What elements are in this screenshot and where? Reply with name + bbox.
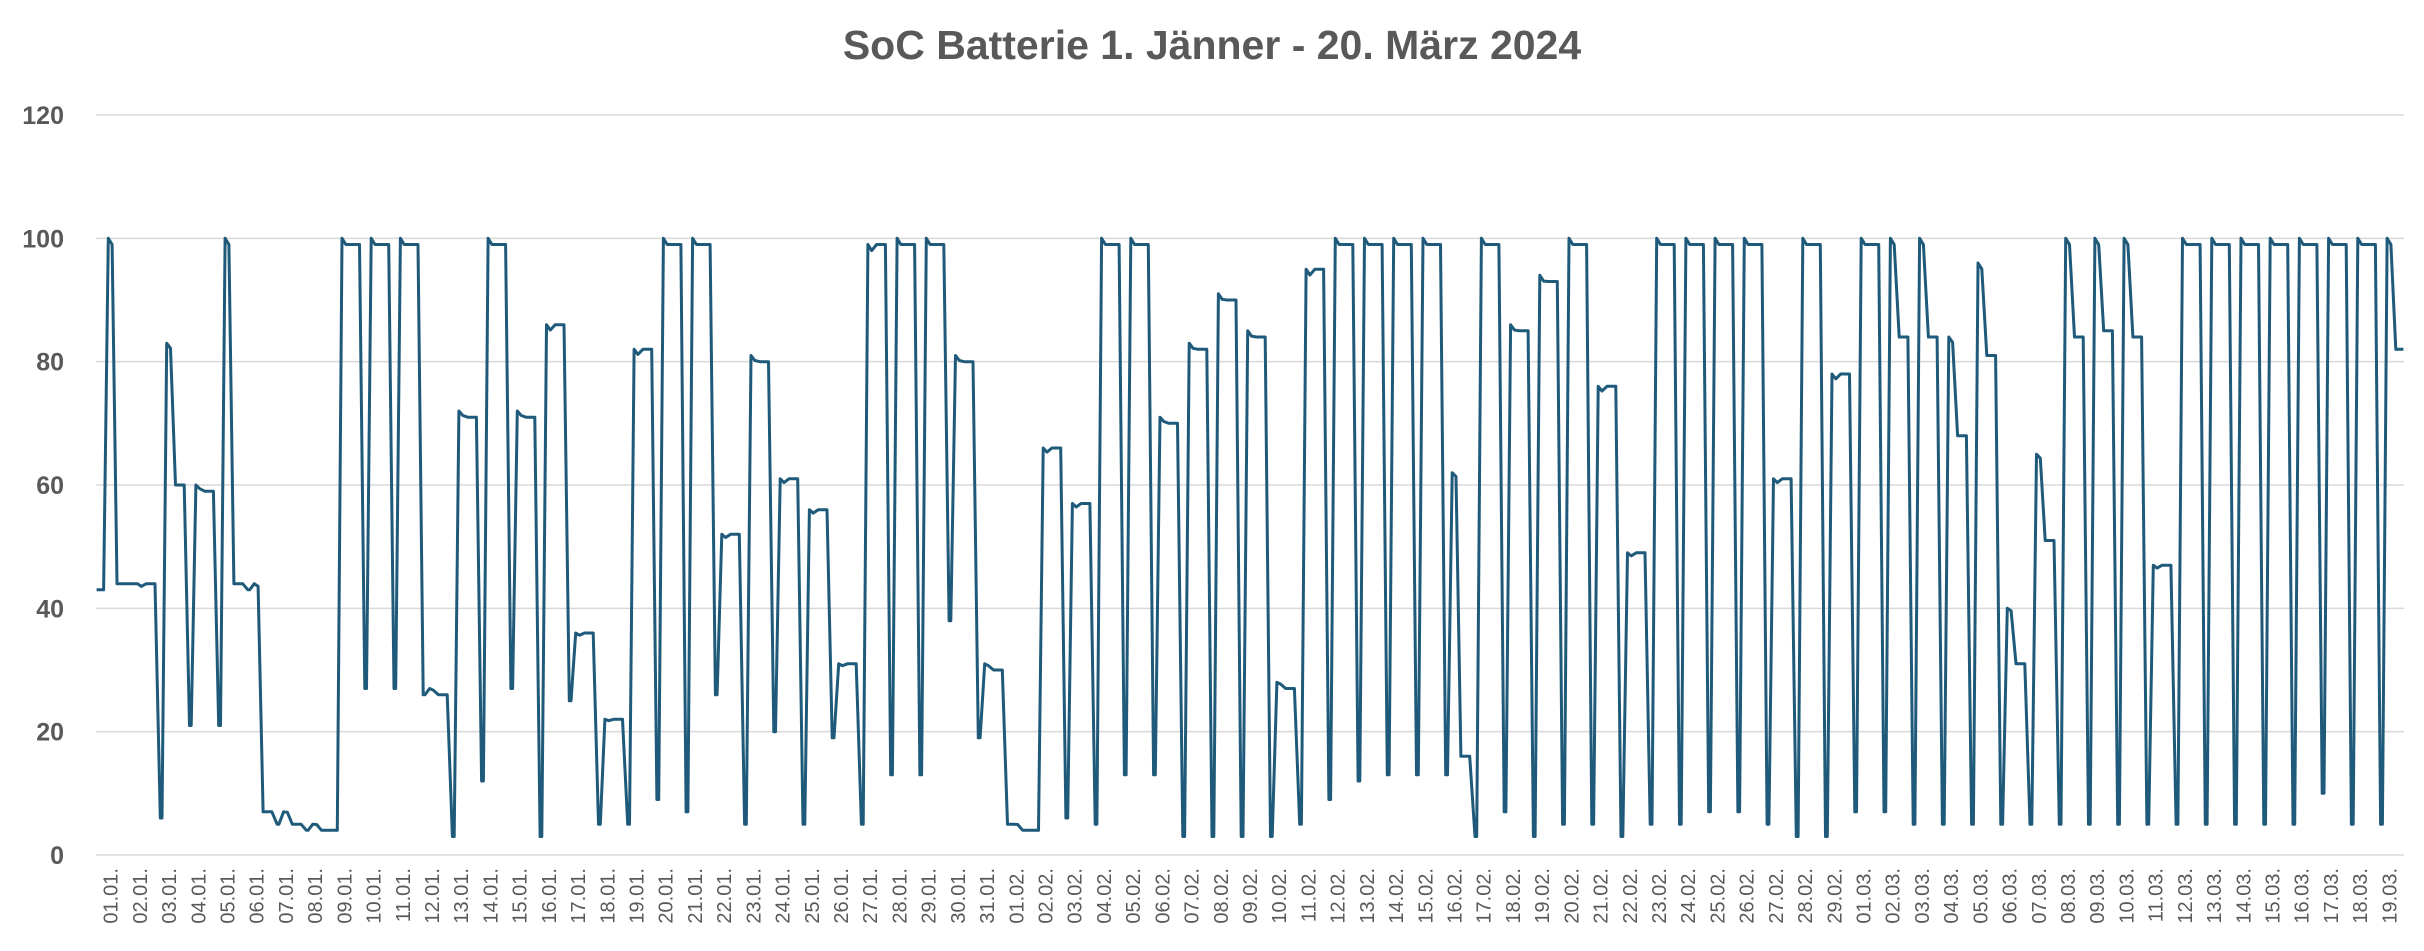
- x-tick-label: 14.01.: [480, 868, 502, 924]
- x-tick-label: 06.02.: [1152, 868, 1174, 924]
- x-tick-label: 04.03.: [1941, 868, 1963, 924]
- x-tick-label: 27.02.: [1766, 868, 1788, 924]
- x-tick-label: 08.01.: [305, 868, 327, 924]
- x-tick-label: 09.01.: [334, 868, 356, 924]
- x-tick-label: 01.01.: [101, 868, 123, 924]
- y-tick-label: 100: [22, 225, 64, 253]
- x-tick-label: 14.02.: [1386, 868, 1408, 924]
- y-tick-label: 0: [50, 842, 64, 870]
- x-tick-label: 27.01.: [860, 868, 882, 924]
- x-tick-label: 03.03.: [1912, 868, 1934, 924]
- x-tick-label: 11.01.: [393, 868, 415, 922]
- x-tick-label: 01.02.: [1006, 868, 1028, 924]
- x-tick-label: 04.02.: [1094, 868, 1116, 924]
- x-tick-label: 25.01.: [802, 868, 824, 924]
- x-tick-label: 10.02.: [1269, 868, 1291, 924]
- x-tick-label: 22.02.: [1620, 868, 1642, 924]
- x-axis-ticks: 01.01. 02.01. 03.01. 04.01. 05.01. 06.01. 07.0…: [101, 868, 2402, 924]
- x-tick-label: 05.01.: [217, 868, 239, 924]
- x-tick-label: 03.01.: [159, 868, 181, 924]
- x-tick-label: 08.03.: [2058, 868, 2080, 924]
- x-tick-label: 15.01.: [510, 868, 532, 924]
- x-tick-label: 05.02.: [1123, 868, 1145, 924]
- x-tick-label: 15.02.: [1415, 868, 1437, 924]
- y-tick-label: 60: [36, 472, 64, 500]
- x-tick-label: 26.02.: [1737, 868, 1759, 924]
- x-tick-label: 17.03.: [2321, 868, 2343, 924]
- x-tick-label: 04.01.: [188, 868, 210, 924]
- x-tick-label: 29.02.: [1824, 868, 1846, 924]
- x-tick-label: 28.01.: [889, 868, 911, 924]
- x-tick-label: 07.01.: [276, 868, 298, 924]
- x-tick-label: 22.01.: [714, 868, 736, 924]
- x-tick-label: 06.01.: [247, 868, 269, 924]
- x-tick-label: 09.02.: [1240, 868, 1262, 924]
- x-tick-label: 18.02.: [1503, 868, 1525, 924]
- x-tick-label: 28.02.: [1795, 868, 1817, 924]
- x-tick-label: 19.01.: [626, 868, 648, 924]
- x-tick-label: 03.02.: [1065, 868, 1087, 924]
- x-tick-label: 10.03.: [2116, 868, 2138, 924]
- x-tick-label: 10.01.: [364, 868, 386, 924]
- x-tick-label: 14.03.: [2233, 868, 2255, 924]
- x-tick-label: 20.02.: [1561, 868, 1583, 924]
- x-tick-label: 16.03.: [2292, 868, 2314, 924]
- x-tick-label: 19.03.: [2379, 868, 2401, 924]
- x-tick-label: 26.01.: [831, 868, 853, 924]
- x-tick-label: 12.02.: [1328, 868, 1350, 924]
- chart-title: SoC Batterie 1. Jänner - 20. März 2024: [842, 22, 1582, 68]
- series-line: [96, 236, 2404, 838]
- x-tick-label: 02.01.: [130, 868, 152, 924]
- y-tick-label: 40: [36, 595, 64, 623]
- x-tick-label: 02.02.: [1035, 868, 1057, 924]
- x-tick-label: 12.03.: [2175, 868, 2197, 924]
- x-tick-label: 15.03.: [2263, 868, 2285, 924]
- y-tick-label: 80: [36, 349, 64, 377]
- x-tick-label: 23.02.: [1649, 868, 1671, 924]
- x-tick-label: 23.01.: [743, 868, 765, 924]
- x-tick-label: 12.01.: [422, 868, 444, 924]
- x-tick-label: 11.02.: [1298, 868, 1320, 922]
- x-tick-label: 17.01.: [568, 868, 590, 924]
- x-tick-label: 21.02.: [1591, 868, 1613, 924]
- x-tick-label: 18.03.: [2350, 868, 2372, 924]
- x-tick-label: 18.01.: [597, 868, 619, 924]
- x-tick-label: 16.01.: [539, 868, 561, 924]
- x-tick-label: 24.01.: [773, 868, 795, 924]
- x-tick-label: 19.02.: [1532, 868, 1554, 924]
- x-tick-label: 16.02.: [1445, 868, 1467, 924]
- x-tick-label: 13.01.: [451, 868, 473, 924]
- x-tick-label: 08.02.: [1211, 868, 1233, 924]
- x-tick-label: 24.02.: [1678, 868, 1700, 924]
- x-tick-label: 13.03.: [2204, 868, 2226, 924]
- x-tick-label: 31.01.: [977, 868, 999, 924]
- x-tick-label: 25.02.: [1707, 868, 1729, 924]
- x-tick-label: 17.02.: [1474, 868, 1496, 924]
- x-tick-label: 13.02.: [1357, 868, 1379, 924]
- x-tick-label: 07.02.: [1182, 868, 1204, 924]
- x-tick-label: 09.03.: [2087, 868, 2109, 924]
- x-tick-label: 30.01.: [948, 868, 970, 924]
- x-tick-label: 02.03.: [1883, 868, 1905, 924]
- y-tick-label: 20: [36, 719, 64, 747]
- x-tick-label: 05.03.: [1970, 868, 1992, 924]
- y-axis-ticks: 0 20 40 60 80 100 120: [22, 102, 64, 870]
- x-tick-label: 01.03.: [1854, 868, 1876, 924]
- x-tick-label: 07.03.: [2029, 868, 2051, 924]
- x-tick-label: 21.01.: [685, 868, 707, 924]
- x-tick-label: 20.01.: [656, 868, 678, 924]
- x-tick-label: 11.03.: [2146, 868, 2168, 922]
- series-soc: [96, 236, 2404, 838]
- y-tick-label: 120: [22, 102, 64, 130]
- x-tick-label: 06.03.: [2000, 868, 2022, 924]
- x-tick-label: 29.01.: [919, 868, 941, 924]
